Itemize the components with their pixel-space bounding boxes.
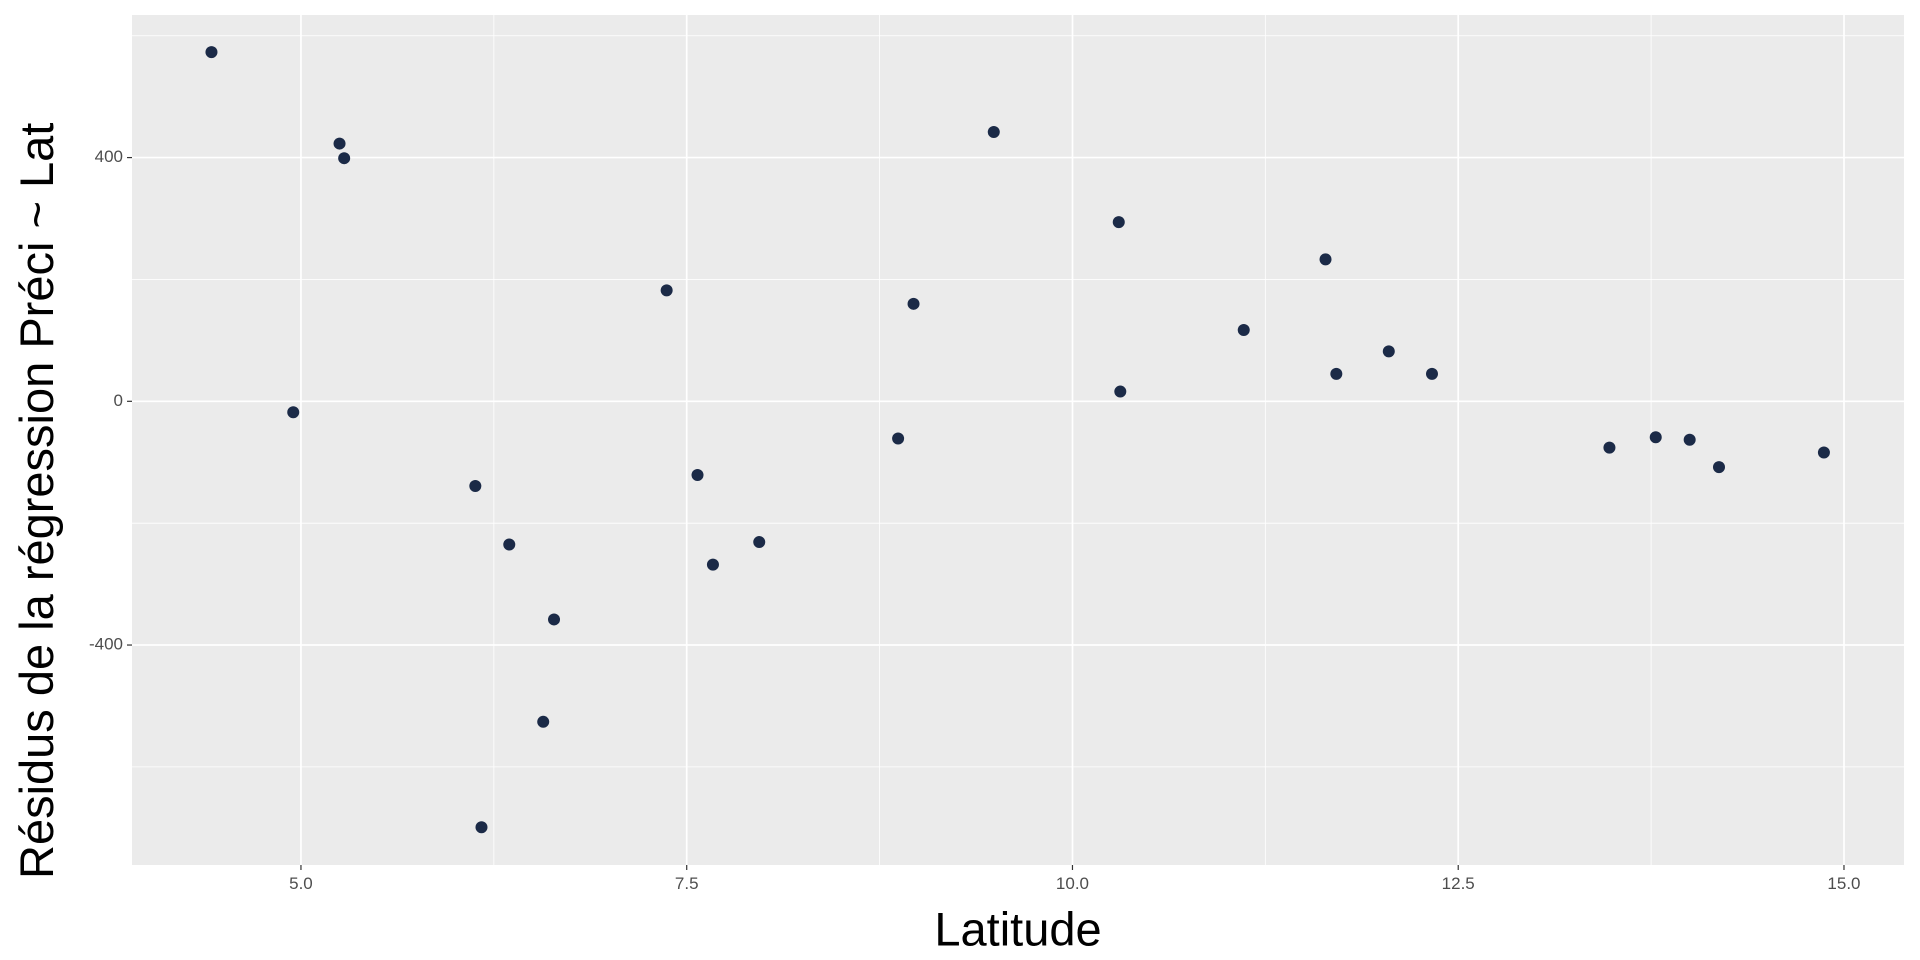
panel [132,15,1904,865]
point [475,821,488,834]
x-tick-label: 10.0 [1056,874,1089,893]
y-tick-label: 0 [114,391,123,410]
point [537,715,550,728]
point [1382,345,1395,358]
plot-area [132,15,1904,865]
point [660,284,673,297]
y-axis-title: Résidus de la régression Préci ~ Lat [10,123,63,879]
point [987,125,1000,138]
point [1112,216,1125,229]
x-tick-label: 5.0 [289,874,313,893]
point [205,46,218,59]
point [1425,367,1438,380]
point [706,558,719,571]
point [548,613,561,626]
x-tick-label: 7.5 [675,874,699,893]
point [1237,324,1250,337]
point [287,406,300,419]
point [1712,461,1725,474]
point [753,536,766,549]
point [1817,446,1830,459]
point [691,469,704,482]
point [1330,367,1343,380]
point [907,297,920,310]
point [1683,433,1696,446]
point [503,538,516,551]
point [1319,253,1332,266]
point [1649,431,1662,444]
point [333,137,346,150]
x-tick-label: 15.0 [1827,874,1860,893]
point [892,432,905,445]
x-axis-title: Latitude [934,902,1101,955]
point [469,480,482,493]
y-tick-label: -400 [89,635,123,654]
y-tick-label: 400 [95,147,123,166]
point [1603,441,1616,454]
x-tick-label: 12.5 [1442,874,1475,893]
point [1114,385,1127,398]
point [338,152,351,165]
